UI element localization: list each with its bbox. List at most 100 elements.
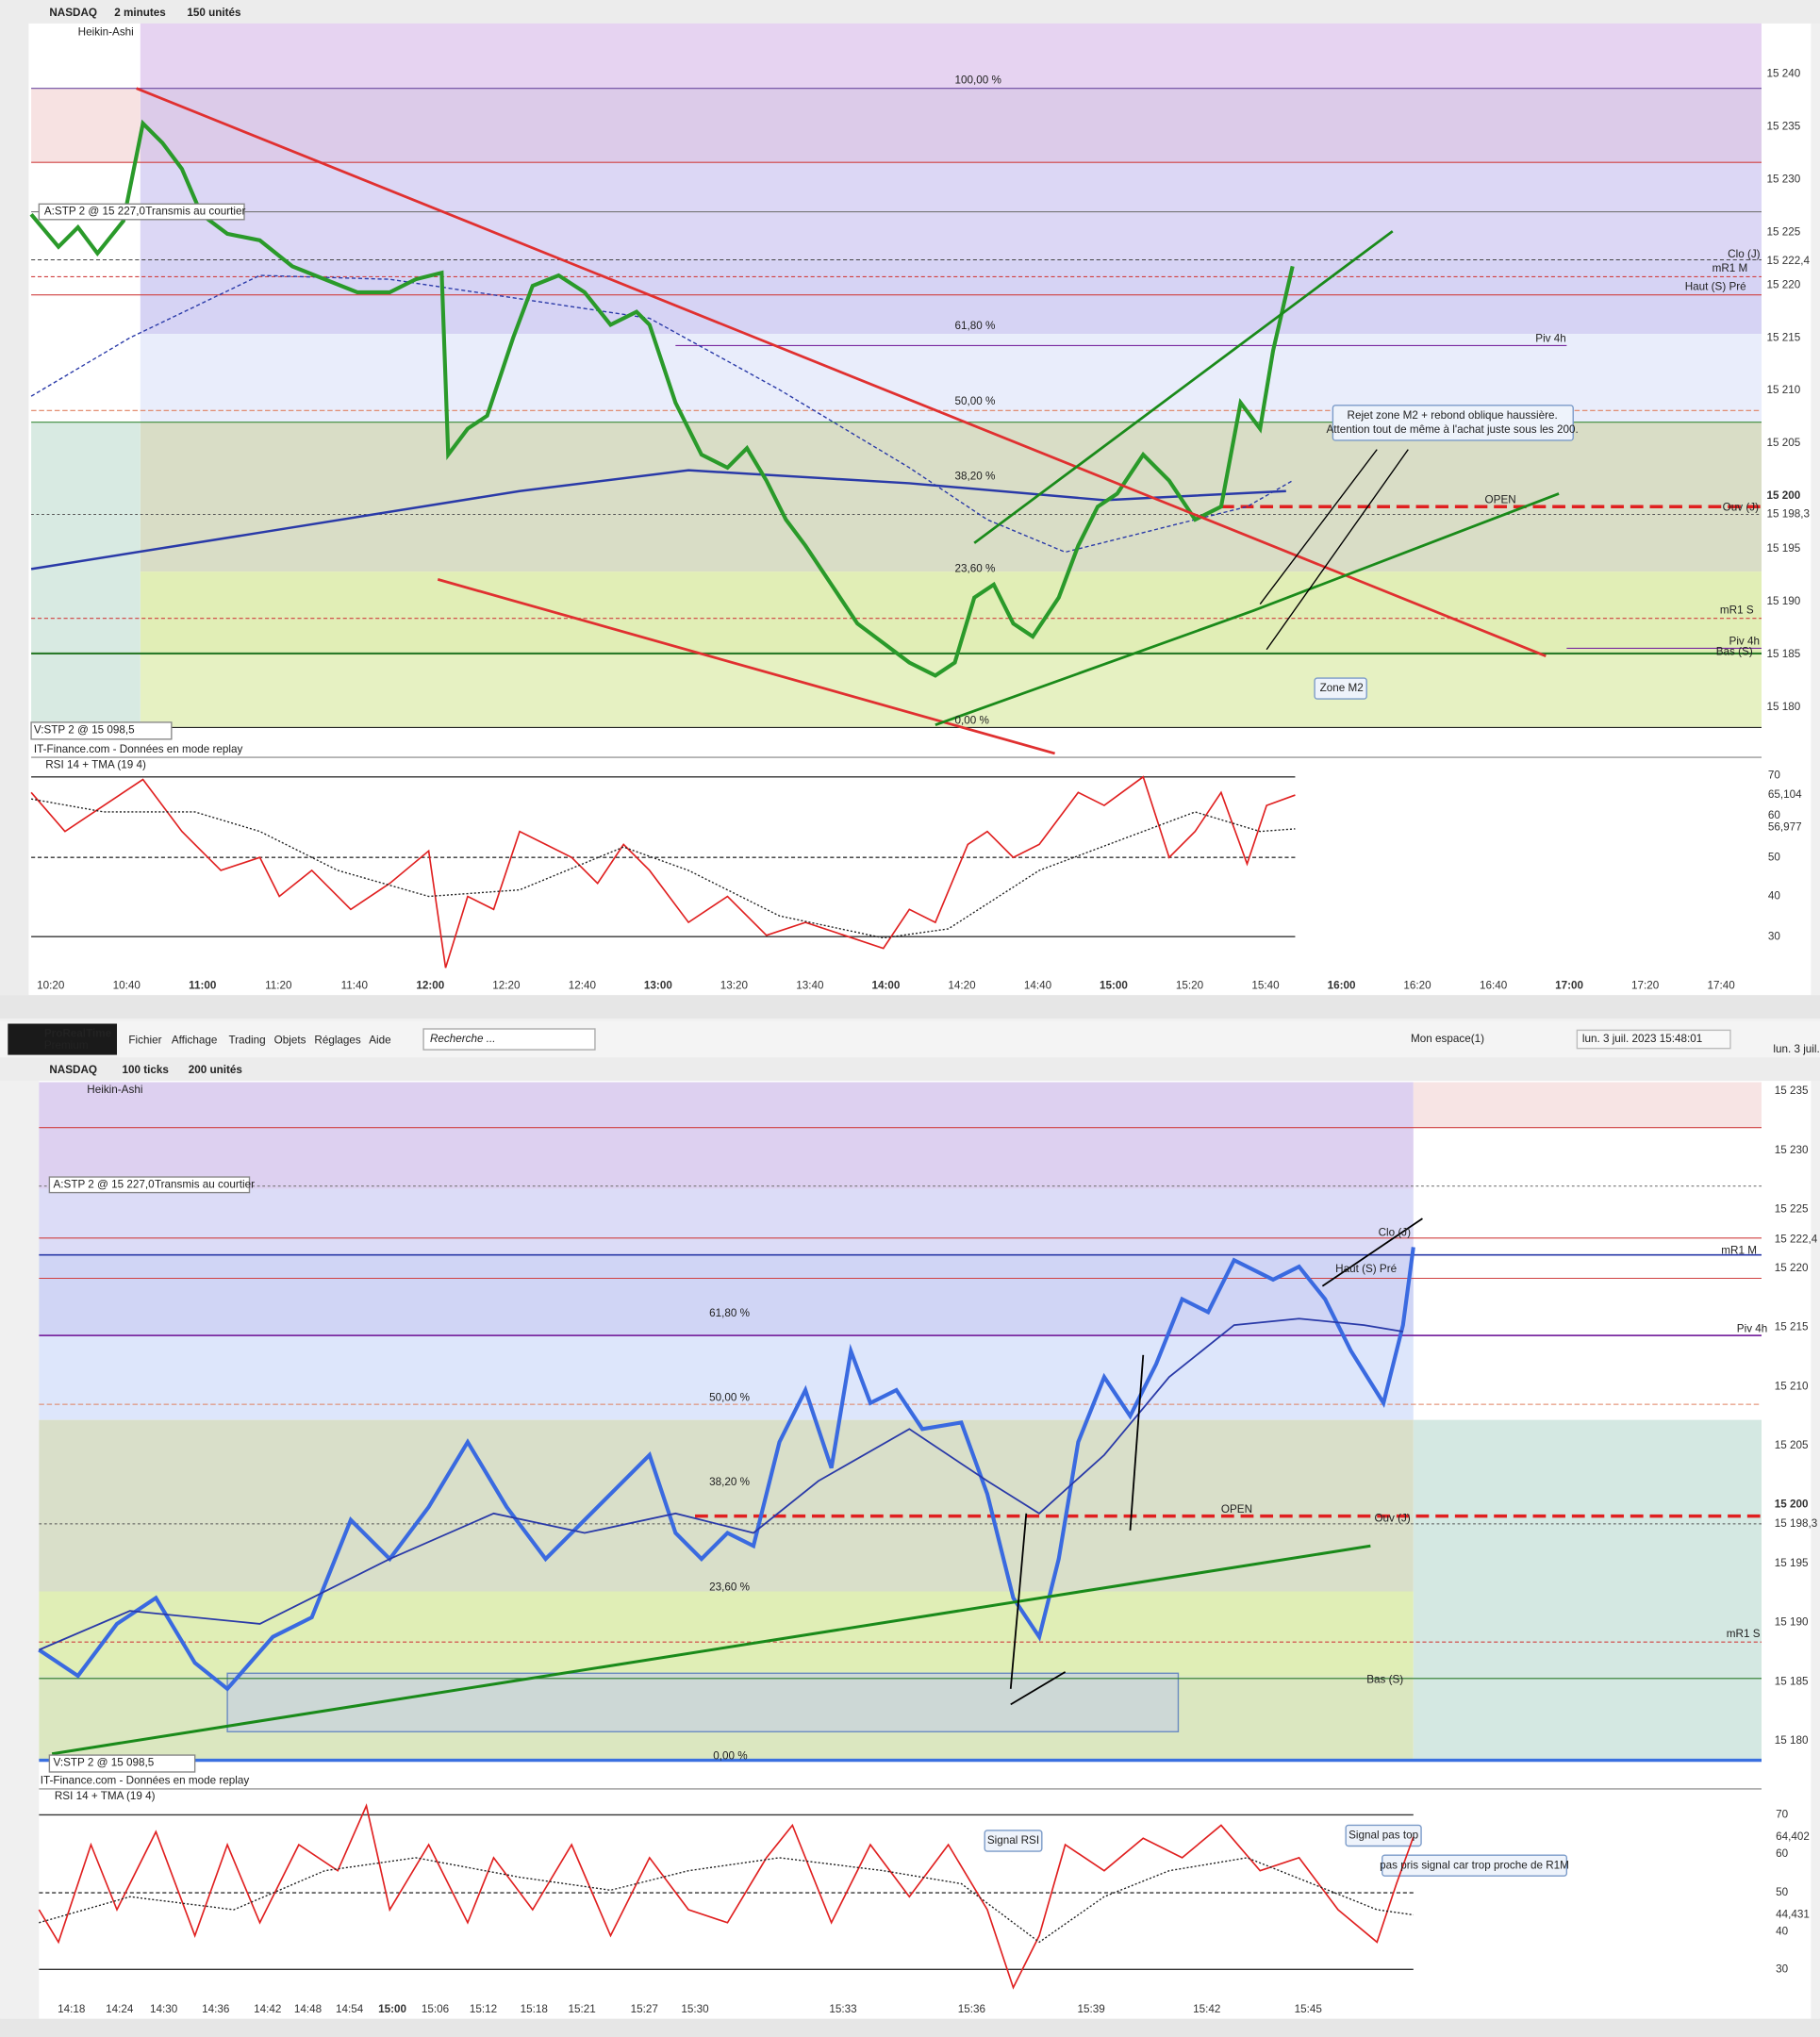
arrow (1010, 1671, 1067, 1706)
order-box (48, 1176, 251, 1194)
time-tick: 15:20 (1176, 980, 1204, 992)
rsi-tick: 40 (1776, 1926, 1789, 1938)
menu-item[interactable]: Fichier (128, 1035, 161, 1047)
price-tick: 15 240 (1766, 68, 1800, 80)
price-tick: 15 210 (1766, 384, 1800, 396)
order-status: Transmis au courtier (145, 206, 245, 218)
level-label: Clo (J) (1379, 1226, 1412, 1238)
price-tick: 15 230 (1775, 1144, 1809, 1156)
tma-line (39, 1857, 1414, 1944)
rsi-tick: 70 (1768, 769, 1781, 781)
price-tick: 15 225 (1766, 225, 1800, 238)
menu-item[interactable]: Trading (228, 1035, 265, 1047)
order-box (48, 1754, 196, 1773)
zone (140, 88, 1762, 163)
top-rsi (30, 756, 1762, 969)
workspace: Mon espace(1) (1411, 1033, 1484, 1045)
arrow (1129, 1354, 1145, 1531)
time-tick: 15:18 (521, 2003, 548, 2015)
search-box[interactable] (422, 1028, 596, 1051)
level-label: 0,00 % (955, 715, 989, 727)
rsi-tick: 64,402 (1776, 1830, 1810, 1843)
edition: Premium (44, 1039, 89, 1052)
time-tick: 11:00 (189, 980, 217, 992)
zone (140, 23, 1762, 89)
level-label: Piv 4h (1535, 333, 1565, 345)
level-label: mR1 M (1712, 262, 1748, 274)
order-sell: V:STP 2 @ 15 098,5 (54, 1756, 155, 1768)
price-tick: 15 215 (1766, 331, 1800, 343)
rsi-line (38, 1803, 1415, 1990)
time-tick: 15:39 (1078, 2003, 1105, 2015)
level-label: 38,20 % (709, 1476, 750, 1488)
note-box (1332, 405, 1574, 441)
rsi-tick: 65,104 (1768, 788, 1802, 801)
rsi-tick: 56,977 (1768, 821, 1802, 834)
price-tag: 15 222,4 (1775, 1233, 1818, 1245)
bottom-drawings (38, 1217, 1423, 1756)
instrument[interactable]: NASDAQ (49, 1064, 97, 1076)
menu-item[interactable]: Affichage (172, 1035, 218, 1047)
price-tick: 15 220 (1766, 278, 1800, 290)
scrollbar (0, 2018, 1820, 2037)
arrow (1009, 1513, 1028, 1689)
price-trace (29, 119, 1295, 678)
time-tick: 17:00 (1555, 980, 1583, 992)
rsi-tick: 30 (1776, 1962, 1789, 1975)
time-tick: 15:00 (1100, 980, 1128, 992)
units[interactable]: 200 unités (189, 1064, 243, 1076)
time-tick: 12:20 (492, 980, 521, 992)
time-tick: 14:36 (202, 2003, 229, 2015)
order-box (30, 721, 173, 740)
time-tick: 10:40 (113, 980, 141, 992)
price-tick: 15 220 (1775, 1262, 1809, 1274)
menu-item[interactable]: Réglages (314, 1035, 361, 1047)
level-label: Piv 4h (1729, 636, 1760, 648)
left-tools (0, 23, 29, 996)
timeframe[interactable]: 2 minutes (114, 7, 166, 19)
date-short: lun. 3 juil. (1773, 1043, 1819, 1055)
zone-box (1314, 677, 1367, 700)
time-tick: 15:30 (681, 2003, 709, 2015)
menu-item[interactable]: Aide (369, 1035, 390, 1047)
top-levels (31, 88, 1762, 728)
level-label: OPEN (1221, 1503, 1252, 1515)
trendline (973, 230, 1394, 544)
units[interactable]: 150 unités (187, 7, 241, 19)
zone (140, 422, 1762, 572)
level-label: Zone M2 (1320, 682, 1364, 694)
time-tick: 14:48 (294, 2003, 322, 2015)
price-tick: 15 235 (1775, 1085, 1809, 1097)
zone (140, 259, 1762, 335)
rsi-tick: 50 (1768, 851, 1781, 863)
top-toolbar (0, 0, 1820, 24)
instrument[interactable]: NASDAQ (49, 7, 97, 19)
top-boxes (30, 203, 1574, 740)
level-label: 50,00 % (709, 1391, 750, 1403)
time-tick: 15:06 (422, 2003, 449, 2015)
price-tick: 15 190 (1775, 1616, 1809, 1629)
arrow (1321, 1217, 1423, 1287)
price-tick: 15 180 (1766, 701, 1800, 713)
time-tick: 15:42 (1193, 2003, 1220, 2015)
trendline (136, 87, 1547, 657)
level-label: Bas (S) (1366, 1673, 1403, 1685)
time-tick: 17:40 (1708, 980, 1736, 992)
time-tick: 11:20 (265, 980, 292, 992)
rsi-tick: 70 (1776, 1809, 1789, 1821)
time-tick: 14:20 (948, 980, 976, 992)
chart-style: Heikin-Ashi (78, 26, 134, 39)
order-box (38, 203, 245, 221)
time-tick: 17:20 (1631, 980, 1660, 992)
level-label: Piv 4h (1737, 1322, 1767, 1334)
zone (31, 88, 141, 163)
bottom-boxes (48, 1176, 1568, 1877)
timeframe[interactable]: 100 ticks (123, 1064, 170, 1076)
level-label: Haut (S) Pré (1685, 281, 1746, 293)
note: Rejet zone M2 + rebond oblique haussière… (1348, 409, 1558, 422)
order-buy: A:STP 2 @ 15 227,0 (54, 1178, 156, 1190)
level-label: 61,80 % (955, 320, 996, 332)
menu-item[interactable]: Objets (274, 1035, 306, 1047)
time-tick: 16:40 (1480, 980, 1508, 992)
